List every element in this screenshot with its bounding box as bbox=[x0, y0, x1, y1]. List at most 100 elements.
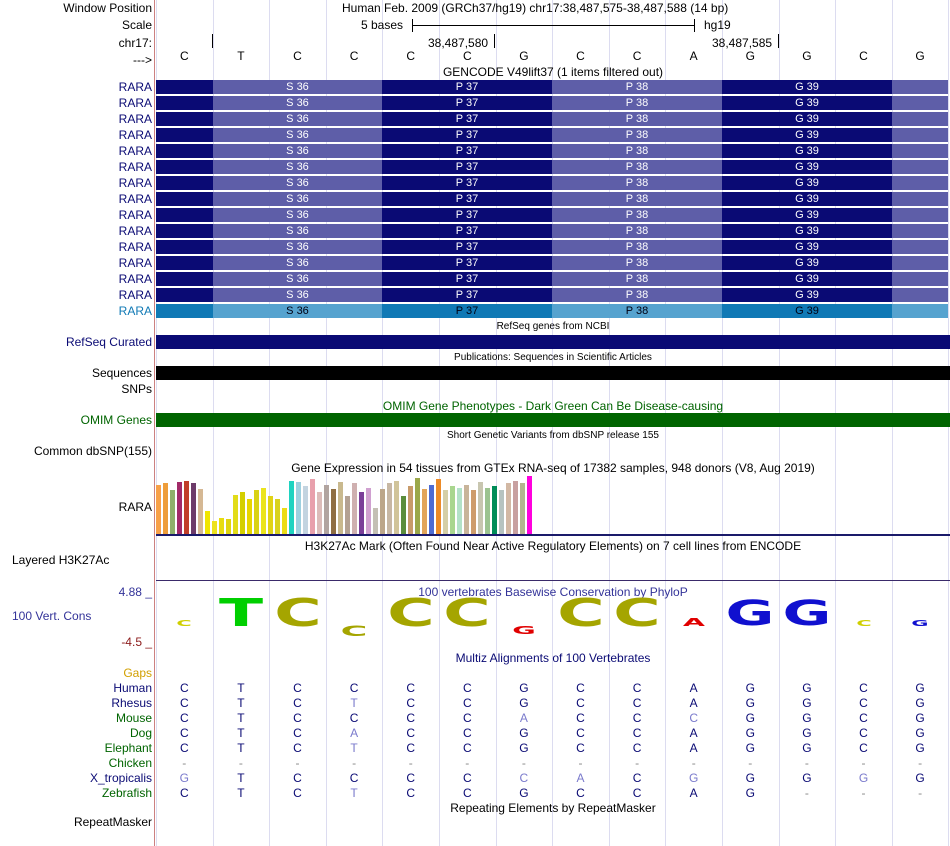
gencode-transcript-row[interactable]: S 36 P 37 P 38 G 39 bbox=[156, 256, 950, 270]
gencode-transcript-row[interactable]: S 36 P 37 P 38 G 39 bbox=[156, 192, 950, 206]
gtex-tissue-bar[interactable] bbox=[338, 482, 343, 534]
gencode-transcript-row[interactable]: S 36 P 37 P 38 G 39 bbox=[156, 80, 950, 94]
gtex-tissue-bar[interactable] bbox=[310, 479, 315, 534]
gtex-tissue-bar[interactable] bbox=[513, 481, 518, 534]
gtex-tissue-bar[interactable] bbox=[254, 490, 259, 534]
refseq-bar[interactable] bbox=[156, 335, 950, 349]
gtex-tissue-bar[interactable] bbox=[436, 479, 441, 534]
gtex-tissue-bar[interactable] bbox=[443, 490, 448, 534]
gencode-gene-label[interactable]: RARA bbox=[118, 304, 152, 318]
gtex-bar-chart[interactable] bbox=[156, 474, 556, 534]
gtex-tissue-bar[interactable] bbox=[499, 490, 504, 534]
gencode-transcript-row[interactable]: S 36 P 37 P 38 G 39 bbox=[156, 160, 950, 174]
track-area[interactable]: Human Feb. 2009 (GRCh37/hg19) chr17:38,4… bbox=[156, 0, 950, 846]
gtex-tissue-bar[interactable] bbox=[296, 482, 301, 534]
gencode-transcript-row[interactable]: S 36 P 37 P 38 G 39 bbox=[156, 176, 950, 190]
gtex-tissue-bar[interactable] bbox=[170, 490, 175, 534]
gtex-tissue-bar[interactable] bbox=[219, 518, 224, 534]
gtex-tissue-bar[interactable] bbox=[492, 486, 497, 534]
gencode-transcript-row[interactable]: S 36 P 37 P 38 G 39 bbox=[156, 224, 950, 238]
gtex-tissue-bar[interactable] bbox=[380, 489, 385, 534]
gencode-transcript-row[interactable]: S 36 P 37 P 38 G 39 bbox=[156, 112, 950, 126]
gencode-transcript-row[interactable]: S 36 P 37 P 38 G 39 bbox=[156, 304, 950, 318]
gtex-label[interactable]: RARA bbox=[118, 500, 152, 514]
gtex-tissue-bar[interactable] bbox=[471, 490, 476, 534]
gencode-transcript-row[interactable]: S 36 P 37 P 38 G 39 bbox=[156, 288, 950, 302]
gencode-transcript-row[interactable]: S 36 P 37 P 38 G 39 bbox=[156, 96, 950, 110]
gtex-tissue-bar[interactable] bbox=[261, 488, 266, 534]
refseq-label[interactable]: RefSeq Curated bbox=[65, 335, 152, 349]
sequences-label[interactable]: Sequences bbox=[91, 366, 152, 380]
gencode-gene-label[interactable]: RARA bbox=[118, 176, 152, 190]
gtex-tissue-bar[interactable] bbox=[191, 483, 196, 534]
gtex-tissue-bar[interactable] bbox=[415, 478, 420, 534]
gtex-tissue-bar[interactable] bbox=[331, 489, 336, 534]
gtex-tissue-bar[interactable] bbox=[156, 485, 161, 534]
gtex-tissue-bar[interactable] bbox=[205, 511, 210, 534]
snps-label[interactable]: SNPs bbox=[121, 382, 152, 396]
gtex-tissue-bar[interactable] bbox=[184, 481, 189, 534]
gencode-transcript-row[interactable]: S 36 P 37 P 38 G 39 bbox=[156, 144, 950, 158]
gencode-transcript-row[interactable]: S 36 P 37 P 38 G 39 bbox=[156, 272, 950, 286]
gtex-tissue-bar[interactable] bbox=[464, 485, 469, 534]
gencode-gene-label[interactable]: RARA bbox=[118, 288, 152, 302]
gtex-tissue-bar[interactable] bbox=[282, 508, 287, 534]
repeatmasker-label[interactable]: RepeatMasker bbox=[73, 815, 152, 829]
gtex-tissue-bar[interactable] bbox=[478, 482, 483, 534]
gtex-tissue-bar[interactable] bbox=[317, 492, 322, 534]
gtex-tissue-bar[interactable] bbox=[485, 488, 490, 534]
gencode-gene-label[interactable]: RARA bbox=[118, 160, 152, 174]
alignment-base: G bbox=[745, 726, 755, 740]
gencode-gene-label[interactable]: RARA bbox=[118, 80, 152, 94]
phylop-label[interactable]: 100 Vert. Cons bbox=[12, 609, 92, 623]
gtex-tissue-bar[interactable] bbox=[506, 483, 511, 534]
h3k27ac-label[interactable]: Layered H3K27Ac bbox=[12, 553, 110, 567]
gtex-tissue-bar[interactable] bbox=[268, 496, 273, 534]
gencode-gene-label[interactable]: RARA bbox=[118, 96, 152, 110]
gtex-tissue-bar[interactable] bbox=[233, 495, 238, 534]
codon-cell: S 36 bbox=[213, 272, 382, 286]
gtex-tissue-bar[interactable] bbox=[408, 486, 413, 534]
gtex-tissue-bar[interactable] bbox=[450, 486, 455, 534]
gtex-tissue-bar[interactable] bbox=[212, 521, 217, 534]
gencode-transcript-row[interactable]: S 36 P 37 P 38 G 39 bbox=[156, 128, 950, 142]
gtex-tissue-bar[interactable] bbox=[401, 496, 406, 534]
gtex-tissue-bar[interactable] bbox=[422, 489, 427, 534]
gtex-tissue-bar[interactable] bbox=[247, 499, 252, 534]
gtex-tissue-bar[interactable] bbox=[527, 476, 532, 534]
gtex-tissue-bar[interactable] bbox=[163, 483, 168, 534]
omim-label[interactable]: OMIM Genes bbox=[80, 413, 152, 427]
gtex-tissue-bar[interactable] bbox=[352, 483, 357, 534]
gencode-gene-label[interactable]: RARA bbox=[118, 240, 152, 254]
gtex-tissue-bar[interactable] bbox=[177, 482, 182, 534]
gtex-tissue-bar[interactable] bbox=[359, 492, 364, 534]
gtex-tissue-bar[interactable] bbox=[275, 499, 280, 534]
gtex-tissue-bar[interactable] bbox=[345, 496, 350, 534]
gtex-tissue-bar[interactable] bbox=[289, 481, 294, 534]
gencode-gene-label[interactable]: RARA bbox=[118, 144, 152, 158]
gencode-gene-label[interactable]: RARA bbox=[118, 112, 152, 126]
gtex-tissue-bar[interactable] bbox=[240, 492, 245, 534]
gencode-gene-label[interactable]: RARA bbox=[118, 192, 152, 206]
gtex-tissue-bar[interactable] bbox=[366, 488, 371, 534]
gtex-tissue-bar[interactable] bbox=[226, 519, 231, 534]
gtex-tissue-bar[interactable] bbox=[198, 489, 203, 534]
gtex-tissue-bar[interactable] bbox=[429, 485, 434, 534]
sequences-bar[interactable] bbox=[156, 366, 950, 380]
gencode-gene-label[interactable]: RARA bbox=[118, 224, 152, 238]
gencode-gene-label[interactable]: RARA bbox=[118, 208, 152, 222]
gencode-gene-label[interactable]: RARA bbox=[118, 128, 152, 142]
gtex-tissue-bar[interactable] bbox=[520, 483, 525, 534]
gtex-tissue-bar[interactable] bbox=[373, 508, 378, 534]
gtex-tissue-bar[interactable] bbox=[457, 488, 462, 534]
gencode-transcript-row[interactable]: S 36 P 37 P 38 G 39 bbox=[156, 240, 950, 254]
gtex-tissue-bar[interactable] bbox=[303, 486, 308, 534]
omim-bar[interactable] bbox=[156, 413, 950, 427]
gencode-transcript-row[interactable]: S 36 P 37 P 38 G 39 bbox=[156, 208, 950, 222]
gencode-gene-label[interactable]: RARA bbox=[118, 256, 152, 270]
gtex-tissue-bar[interactable] bbox=[394, 481, 399, 534]
dbsnp-label[interactable]: Common dbSNP(155) bbox=[33, 444, 152, 458]
gencode-gene-label[interactable]: RARA bbox=[118, 272, 152, 286]
gtex-tissue-bar[interactable] bbox=[324, 485, 329, 534]
gtex-tissue-bar[interactable] bbox=[387, 483, 392, 534]
